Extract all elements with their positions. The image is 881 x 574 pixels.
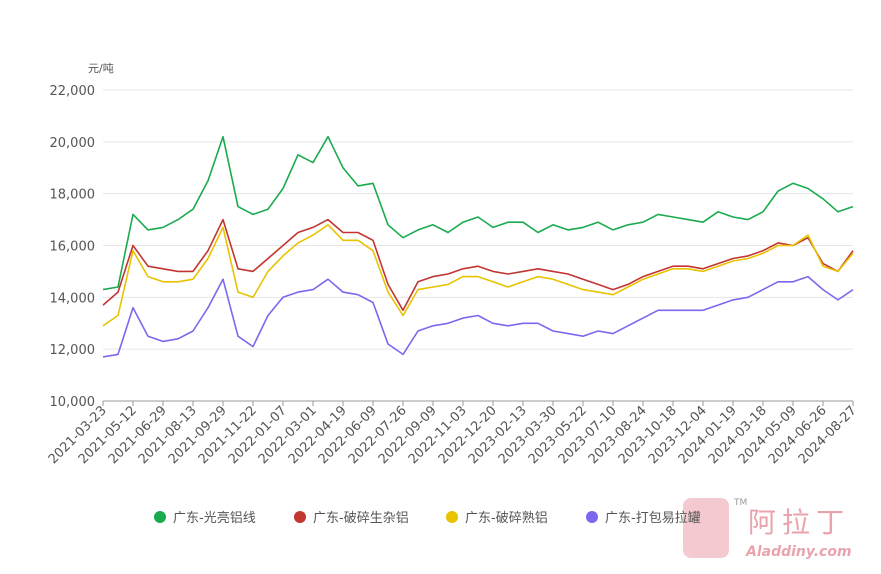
series-line	[102, 224, 854, 327]
legend-label: 广东-破碎生杂铝	[313, 511, 409, 526]
watermark-url: Aladdiny.com	[745, 544, 852, 560]
legend-swatch	[154, 511, 166, 523]
legend-label: 广东-光亮铝线	[173, 510, 256, 526]
y-tick-label: 14,000	[50, 291, 96, 306]
legend-swatch	[586, 511, 598, 523]
legend-label: 广东-打包易拉罐	[605, 511, 701, 526]
series-line	[102, 135, 854, 291]
y-tick-label: 22,000	[50, 84, 96, 99]
legend-item: 广东-破碎熟铝	[446, 510, 548, 526]
y-tick-label: 10,000	[50, 395, 96, 410]
y-tick-label: 16,000	[50, 240, 96, 255]
series-line	[102, 218, 854, 312]
legend-label: 广东-破碎熟铝	[465, 510, 548, 526]
series-line	[102, 275, 854, 358]
y-tick-label: 18,000	[50, 188, 96, 203]
legend-swatch	[446, 511, 458, 523]
legend-item: 广东-光亮铝线	[154, 510, 256, 526]
legend-swatch	[294, 511, 306, 523]
watermark-tm: TM	[733, 498, 747, 508]
watermark: TM 阿拉丁 Aladdiny.com	[683, 498, 852, 560]
legend-item: 广东-打包易拉罐	[586, 511, 701, 526]
watermark-logo	[683, 498, 729, 558]
y-tick-label: 20,000	[50, 136, 96, 151]
legend-item: 广东-破碎生杂铝	[294, 511, 409, 526]
y-unit: 元/吨	[88, 62, 114, 75]
y-tick-label: 12,000	[50, 343, 96, 358]
watermark-name: 阿拉丁	[748, 506, 850, 539]
